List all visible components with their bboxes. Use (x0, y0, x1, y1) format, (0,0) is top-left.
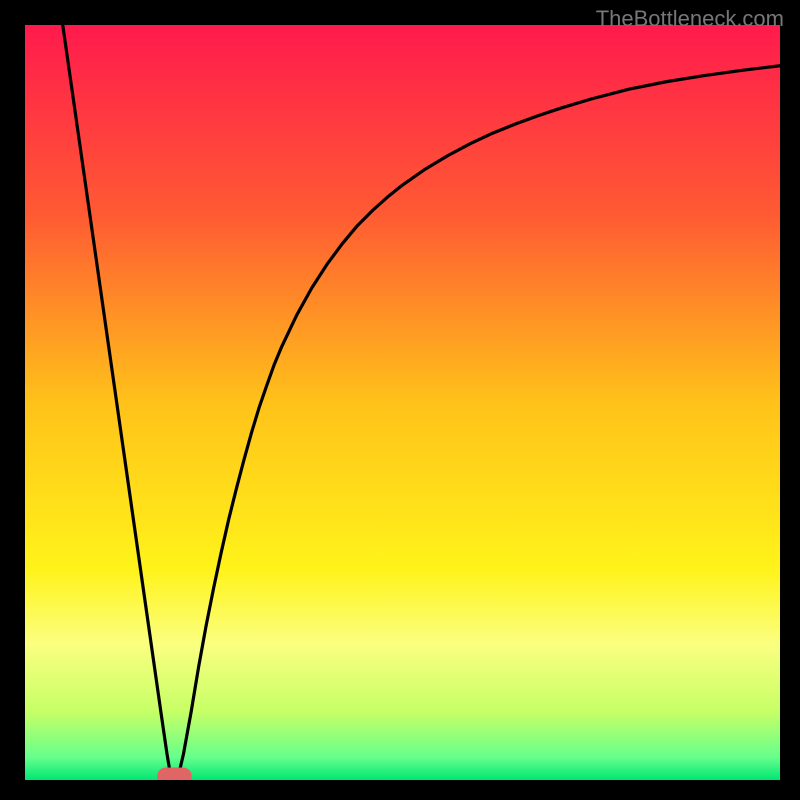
chart-root: TheBottleneck.com (0, 0, 800, 800)
watermark-text: TheBottleneck.com (596, 6, 784, 32)
plot-area (25, 25, 780, 780)
chart-svg (25, 25, 780, 780)
chart-background (25, 25, 780, 780)
optimal-marker (157, 768, 192, 780)
